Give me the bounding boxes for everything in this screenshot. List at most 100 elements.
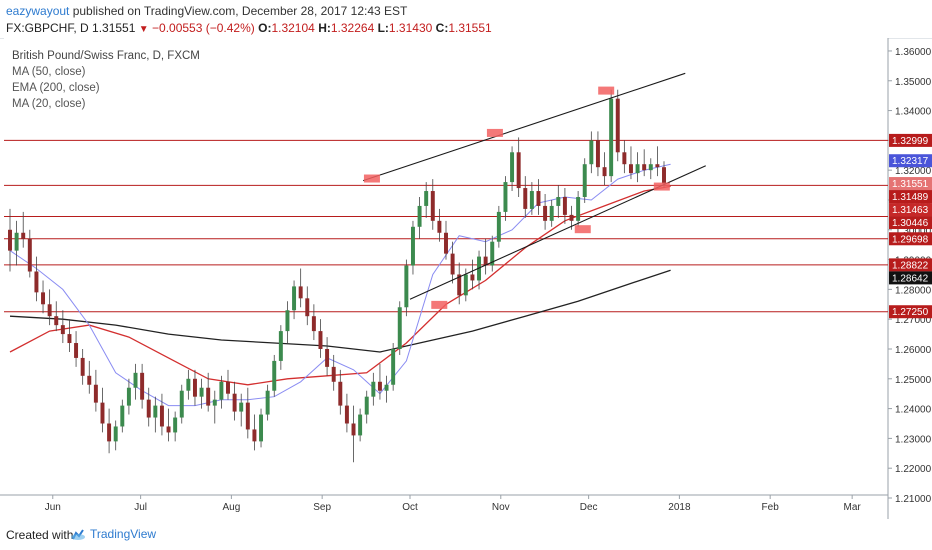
candle-body — [219, 381, 224, 400]
tradingview-logo[interactable]: TradingView — [70, 526, 158, 544]
candle-body — [463, 274, 468, 296]
candle-body — [80, 357, 85, 376]
candle-body — [212, 399, 217, 406]
candle-body — [232, 393, 237, 412]
close-value: 1.31551 — [448, 21, 492, 35]
author-link[interactable]: eazywayout — [6, 4, 70, 18]
low-label: L: — [377, 21, 389, 35]
candle-body — [404, 265, 409, 308]
time-tick-label: Jun — [45, 502, 61, 513]
candle-body — [358, 414, 363, 436]
price-level-text: 1.32999 — [892, 136, 929, 147]
candle-body — [126, 387, 131, 406]
price-level-label — [889, 258, 932, 272]
publish-line: eazywayout published on TradingView.com,… — [6, 4, 407, 18]
candle-body — [635, 164, 640, 174]
candle-body — [410, 226, 415, 266]
swing-marker — [486, 128, 503, 137]
candle-body — [107, 423, 112, 442]
plot-background — [4, 38, 888, 495]
candle-body — [14, 232, 19, 251]
candle-body — [252, 429, 257, 442]
ma20-line — [9, 163, 671, 407]
candle-body — [239, 402, 244, 412]
candle-body — [384, 384, 389, 391]
candle-body — [430, 191, 435, 221]
price-level-text: 1.31551 — [892, 179, 929, 190]
candle-body — [437, 220, 442, 233]
candle-body — [278, 331, 283, 361]
change-value: −0.00553 (−0.42%) — [152, 21, 255, 35]
candle-body — [595, 140, 600, 168]
price-tick-label: 1.23000 — [895, 434, 932, 445]
price-level-label — [889, 133, 932, 147]
candle-body — [318, 331, 323, 349]
chart-area[interactable]: 1.360001.350001.340001.330001.320001.310… — [0, 38, 932, 520]
price-level-label — [889, 190, 932, 204]
candle-body — [602, 167, 607, 177]
time-tick-label: Nov — [492, 502, 510, 513]
candle-body — [377, 381, 382, 391]
candle-body — [371, 381, 376, 397]
candle-body — [576, 196, 581, 221]
time-tick-label: Jul — [134, 502, 147, 513]
candle-body — [331, 366, 336, 382]
candle-body — [424, 191, 429, 206]
candle-body — [457, 274, 462, 296]
candle-body — [648, 164, 653, 171]
symbol-label: FX:GBPCHF, D — [6, 21, 89, 35]
candle-body — [54, 316, 59, 326]
price-tick-label: 1.36000 — [895, 47, 932, 58]
top-bar: eazywayout published on TradingView.com,… — [0, 0, 932, 39]
price-level-text: 1.31489 — [892, 192, 929, 203]
candle-body — [113, 426, 118, 442]
legend-ema200[interactable]: EMA (200, close) — [12, 82, 100, 94]
candle-body — [226, 381, 230, 394]
time-tick-label: Sep — [313, 502, 331, 513]
candle-body — [166, 426, 171, 433]
price-tick-label: 1.35000 — [895, 77, 932, 88]
legend-ma20[interactable]: MA (20, close) — [12, 98, 86, 110]
candle-body — [153, 405, 158, 418]
price-tick-label: 1.34000 — [895, 107, 932, 118]
price-level-text: 1.30446 — [892, 218, 929, 229]
down-arrow-icon: ▼ — [138, 24, 149, 35]
candle-body — [41, 292, 46, 305]
time-tick-label: Dec — [580, 502, 598, 513]
upper-trend-line — [362, 72, 686, 182]
candle-body — [285, 310, 290, 332]
time-tick-label: Oct — [402, 502, 418, 513]
time-tick-label: Feb — [762, 502, 780, 513]
price-level-text: 1.27250 — [892, 307, 929, 318]
time-tick-label: Aug — [222, 502, 240, 513]
candle-body — [146, 399, 151, 418]
high-label: H: — [318, 21, 331, 35]
candle-body — [483, 256, 488, 266]
created-with-label: Created with — [6, 528, 74, 542]
candle-body — [589, 140, 594, 165]
candle-body — [192, 378, 197, 397]
high-value: 1.32264 — [330, 21, 375, 35]
swing-marker — [574, 225, 591, 234]
legend-ma50[interactable]: MA (50, close) — [12, 66, 86, 78]
candle-body — [206, 387, 211, 406]
price-level-label — [889, 154, 932, 168]
price-tick-label: 1.32000 — [895, 166, 932, 177]
price-chart[interactable]: 1.360001.350001.340001.330001.320001.310… — [0, 38, 932, 519]
price-tick-label: 1.27000 — [895, 315, 932, 326]
candle-body — [325, 348, 330, 367]
candle-body — [503, 182, 508, 212]
candle-body — [338, 381, 343, 406]
candle-body — [87, 375, 92, 385]
open-label: O: — [258, 21, 272, 35]
close-label: C: — [435, 21, 449, 35]
swing-marker — [363, 174, 380, 183]
candle-body — [179, 390, 184, 418]
price-level-text: 1.31463 — [892, 205, 929, 216]
swing-marker — [431, 300, 448, 309]
swing-marker — [653, 182, 670, 191]
published-text: published on TradingView.com, December 2… — [69, 4, 408, 18]
candle-body — [391, 348, 396, 385]
candle-body — [259, 414, 264, 442]
tradingview-brand: TradingView — [90, 527, 157, 541]
